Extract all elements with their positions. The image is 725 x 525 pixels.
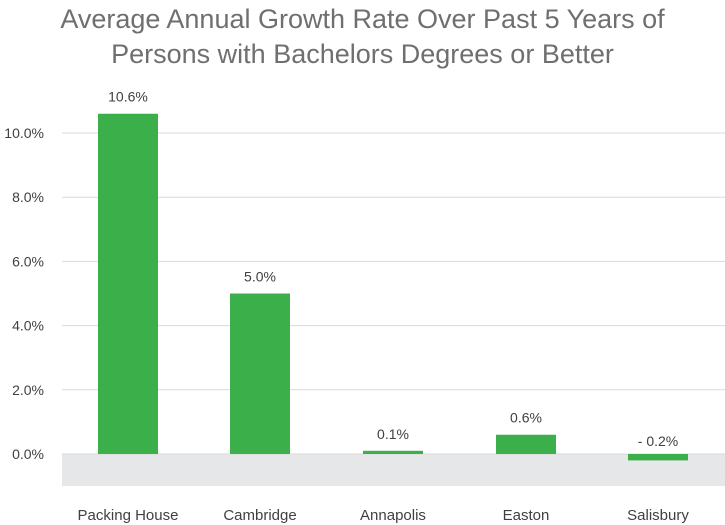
x-category-label: Salisbury — [627, 507, 689, 524]
y-tick-label: 4.0% — [12, 318, 44, 334]
chart-title-line-1: Average Annual Growth Rate Over Past 5 Y… — [60, 4, 665, 34]
data-label: 5.0% — [244, 269, 276, 285]
x-category-label: Annapolis — [360, 507, 426, 524]
bar — [496, 434, 556, 454]
y-tick-label: 0.0% — [12, 446, 44, 462]
y-tick-label: 2.0% — [12, 382, 44, 398]
chart-title-line-2: Persons with Bachelors Degrees or Better — [111, 39, 614, 69]
data-label: 0.6% — [510, 410, 542, 426]
y-tick-label: 8.0% — [12, 189, 44, 205]
x-category-label: Easton — [503, 507, 550, 524]
data-label: 10.6% — [108, 89, 148, 105]
x-category-label: Cambridge — [223, 507, 296, 524]
x-category-label: Packing House — [78, 507, 179, 524]
chart-title: Average Annual Growth Rate Over Past 5 Y… — [0, 2, 725, 72]
data-label: 0.1% — [377, 426, 409, 442]
negative-region-band — [62, 454, 725, 487]
y-tick-label: 6.0% — [12, 253, 44, 269]
y-tick-label: 10.0% — [4, 125, 44, 141]
bar — [230, 293, 290, 454]
bar — [363, 450, 423, 454]
bar — [98, 113, 158, 455]
bar — [628, 454, 688, 461]
data-label: - 0.2% — [638, 433, 678, 449]
